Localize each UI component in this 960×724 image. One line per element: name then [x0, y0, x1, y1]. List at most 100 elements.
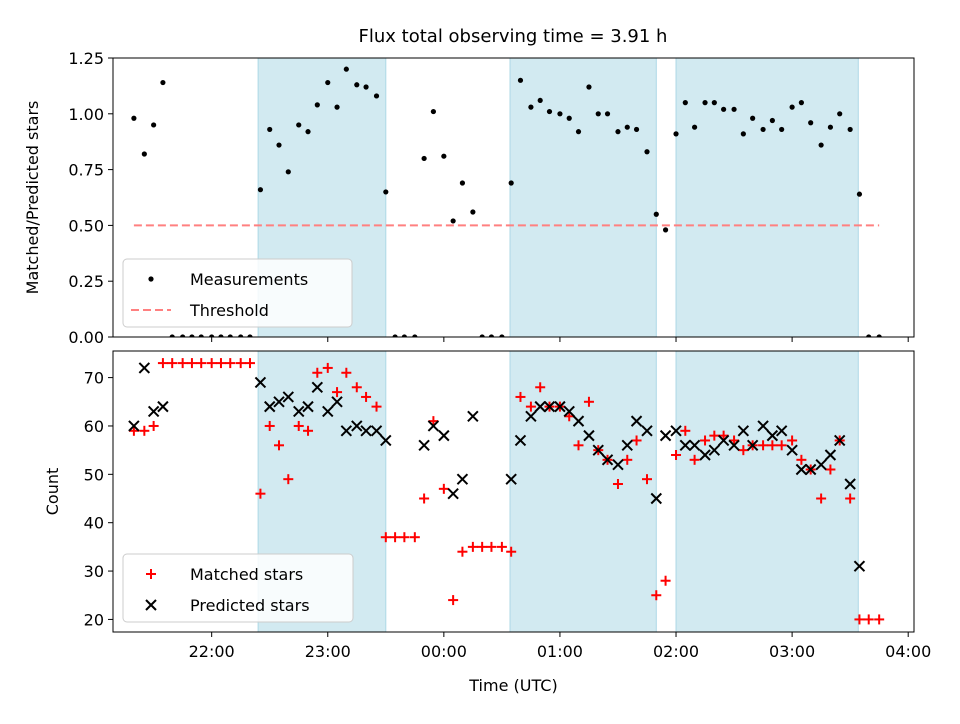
legend-swatch — [145, 599, 157, 611]
x-tick-label: 23:00 — [305, 642, 351, 661]
predicted-star-point — [795, 463, 808, 476]
measurement-point — [595, 111, 601, 117]
matched-star-point — [874, 614, 885, 625]
measurement-point — [354, 82, 360, 88]
predicted-star-point — [717, 434, 730, 447]
matched-star-point — [312, 367, 323, 378]
measurement-point — [334, 104, 340, 110]
measurement-point — [430, 108, 436, 115]
measurement-point — [218, 334, 224, 337]
measurement-point — [798, 100, 804, 106]
y-tick-label: 0.00 — [68, 328, 104, 347]
matched-star-point — [642, 474, 652, 485]
measurement-point — [673, 131, 679, 137]
measurement-point — [702, 100, 708, 106]
predicted-star-point — [282, 391, 294, 403]
measurement-point — [575, 129, 582, 135]
measurement-point — [180, 334, 186, 337]
matched-star-point — [515, 391, 526, 402]
predicted-star-point — [583, 429, 595, 442]
measurement-point — [227, 334, 233, 337]
x-tick-label: 04:00 — [885, 642, 931, 661]
measurement-point — [450, 218, 456, 224]
matched-star-point — [622, 454, 633, 465]
matched-star-point — [680, 425, 691, 436]
measurement-point — [470, 209, 476, 215]
matched-star-point — [303, 425, 314, 436]
predicted-star-point — [699, 449, 711, 461]
predicted-star-point — [659, 429, 672, 442]
axes-frame — [112, 350, 915, 633]
predicted-star-point — [525, 410, 537, 422]
matched-star-point — [322, 362, 333, 373]
matched-star-point — [535, 382, 546, 393]
measurement-point — [537, 97, 543, 104]
matched-star-point — [612, 479, 623, 490]
measurement-point — [789, 104, 795, 110]
matched-star-point — [758, 440, 769, 451]
measurement-point — [238, 334, 244, 337]
matched-star-point — [700, 435, 711, 446]
matched-star-point — [863, 614, 874, 625]
y-tick-label: 0.50 — [68, 216, 104, 235]
y-tick-label: 1.25 — [68, 49, 104, 68]
x-tick-label: 03:00 — [769, 642, 815, 661]
measurement-point — [267, 126, 273, 133]
legend-item: Predicted stars — [145, 596, 310, 615]
y-tick-label: 60 — [84, 417, 104, 436]
predicted-star-point — [554, 400, 566, 413]
measurement-point — [566, 115, 572, 121]
matched-star-point — [496, 541, 507, 552]
measurement-point — [343, 66, 349, 72]
measurement-point — [615, 129, 621, 135]
predicted-star-point — [273, 396, 285, 408]
y-tick-label: 0.25 — [68, 272, 104, 291]
data-layer — [131, 66, 882, 337]
predicted-star-point — [467, 410, 479, 422]
predicted-star-point — [331, 396, 343, 408]
matched-star-point — [380, 532, 391, 543]
legend-label: Predicted stars — [190, 596, 310, 615]
measurement-point — [779, 126, 785, 133]
matched-star-point — [139, 425, 150, 436]
matched-star-point — [419, 493, 430, 504]
matched-star-point — [390, 532, 401, 543]
predicted-star-point — [728, 439, 740, 452]
matched-star-point — [206, 358, 217, 369]
y-tick-label: 50 — [84, 465, 104, 484]
predicted-star-point — [418, 439, 430, 452]
matched-star-point — [660, 575, 671, 586]
matched-star-point — [689, 454, 700, 465]
predicted-star-point — [679, 439, 692, 452]
y-tick-label: 70 — [84, 369, 104, 388]
x-axis-label: Time (UTC) — [468, 676, 557, 695]
y-axis-label: Matched/Predicted stars — [23, 101, 42, 295]
legend-item: Matched stars — [146, 565, 303, 584]
matched-star-point — [196, 358, 207, 369]
predicted-star-point — [128, 420, 140, 432]
measurement-point — [633, 126, 640, 133]
measurement-point — [160, 79, 166, 86]
measurement-point — [604, 111, 611, 117]
matched-star-point — [631, 435, 642, 446]
measurement-point — [528, 104, 534, 110]
predicted-star-point — [380, 434, 392, 447]
measurement-point — [441, 153, 447, 159]
predicted-star-point — [775, 425, 788, 437]
measurement-point — [691, 124, 698, 130]
matched-star-point — [486, 541, 497, 552]
legend-label: Measurements — [190, 270, 308, 289]
shaded-span — [676, 351, 859, 632]
predicted-star-point — [641, 425, 653, 437]
predicted-star-point — [322, 405, 334, 418]
measurement-point — [169, 334, 175, 337]
legend: Matched stars Predicted stars — [122, 553, 354, 623]
matched-star-point — [128, 425, 139, 436]
matched-star-point — [255, 488, 266, 499]
matched-star-point — [438, 483, 449, 494]
measurement-point — [151, 122, 157, 128]
x-tick-label: 01:00 — [537, 642, 583, 661]
measurement-point — [189, 334, 195, 337]
matched-star-point — [148, 420, 159, 431]
